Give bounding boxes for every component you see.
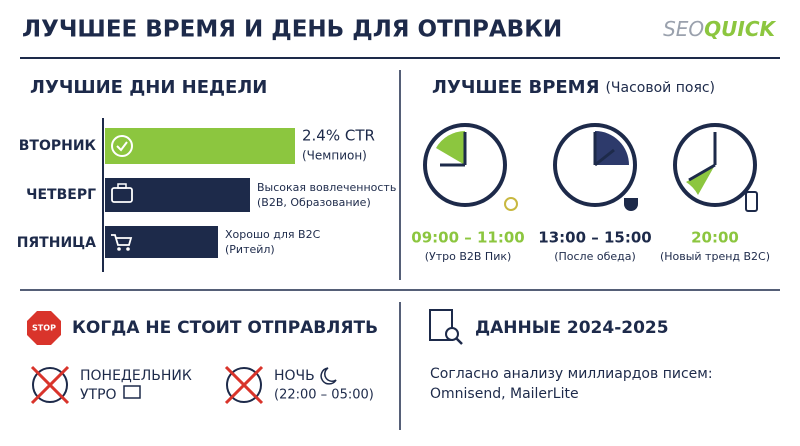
time-range: 09:00 – 11:00 <box>411 229 524 247</box>
avoid-label: ПОНЕДЕЛЬНИК <box>80 368 192 384</box>
cart-icon <box>117 247 121 251</box>
source-line: Omnisend, MailerLite <box>430 386 579 402</box>
cross <box>30 365 70 405</box>
section-title: ЛУЧШЕЕ ВРЕМЯ (Часовой пояс) <box>432 77 715 98</box>
section-subtitle: (Часовой пояс) <box>605 80 715 96</box>
moon-icon <box>320 367 337 385</box>
section-title: ДАННЫЕ 2024-2025 <box>475 318 669 338</box>
avoid-sub: УТРО <box>80 387 117 403</box>
stop-label: STOP <box>32 324 56 333</box>
clock-icon <box>32 367 68 403</box>
day-note: (Ритейл) <box>225 243 275 256</box>
clock-icon <box>226 367 262 403</box>
clock-hand <box>594 148 615 167</box>
section-title: КОГДА НЕ СТОИТ ОТПРАВЛЯТЬ <box>72 318 378 338</box>
day-bar <box>105 226 218 258</box>
section-title-main: ЛУЧШЕЕ ВРЕМЯ <box>432 77 599 98</box>
brand: SEOQUICK <box>663 17 776 41</box>
no-icon <box>30 365 70 405</box>
day-label: ПЯТНИЦА <box>17 235 96 251</box>
time-range: 20:00 <box>691 229 739 247</box>
clock-wedge <box>686 165 715 195</box>
day-value: 2.4% CTR <box>302 127 375 145</box>
magnifier-icon <box>445 327 459 341</box>
day-label: ЧЕТВЕРГ <box>26 187 96 203</box>
day-value: Хорошо для B2C <box>225 228 321 241</box>
title: ЛУЧШЕЕ ВРЕМЯ И ДЕНЬ ДЛЯ ОТПРАВКИ <box>22 17 562 43</box>
clock-hand <box>688 163 716 182</box>
no-icon <box>224 365 264 405</box>
clock <box>673 123 758 212</box>
brand-quick: QUICK <box>704 17 776 41</box>
check-icon <box>116 141 128 152</box>
day-label: ВТОРНИК <box>19 138 97 154</box>
cross <box>224 365 264 405</box>
phone-icon <box>745 191 758 212</box>
cart-icon <box>126 247 130 251</box>
day-value: Высокая вовлеченность <box>257 181 396 194</box>
stop-sign <box>27 311 61 345</box>
brand-seo: SEO <box>663 17 704 41</box>
source-line: Согласно анализу миллиардов писем: <box>430 366 713 382</box>
document-icon <box>429 309 453 341</box>
clock <box>423 123 518 211</box>
sun-icon <box>504 197 518 211</box>
time-note: (Утро B2B Пик) <box>425 250 512 263</box>
day-note: (B2B, Образование) <box>257 196 371 209</box>
day-bar <box>105 178 250 212</box>
clock <box>553 123 638 211</box>
check-icon <box>111 135 133 157</box>
time-note: (После обеда) <box>554 250 636 263</box>
avoid-label: НОЧЬ <box>274 368 315 384</box>
magnifier-icon <box>455 337 463 345</box>
avoid-sub: (22:00 – 05:00) <box>274 388 374 403</box>
cart-icon <box>111 234 133 246</box>
cup-icon <box>624 198 638 211</box>
clock-wedge <box>436 131 465 165</box>
time-note: (Новый тренд B2C) <box>660 250 770 263</box>
section-title: ЛУЧШИЕ ДНИ НЕДЕЛИ <box>30 77 267 98</box>
day-bar <box>105 128 295 164</box>
day-note: (Чемпион) <box>302 149 367 163</box>
desk-icon <box>123 385 141 399</box>
briefcase-icon <box>117 183 127 189</box>
time-range: 13:00 – 15:00 <box>538 229 651 247</box>
